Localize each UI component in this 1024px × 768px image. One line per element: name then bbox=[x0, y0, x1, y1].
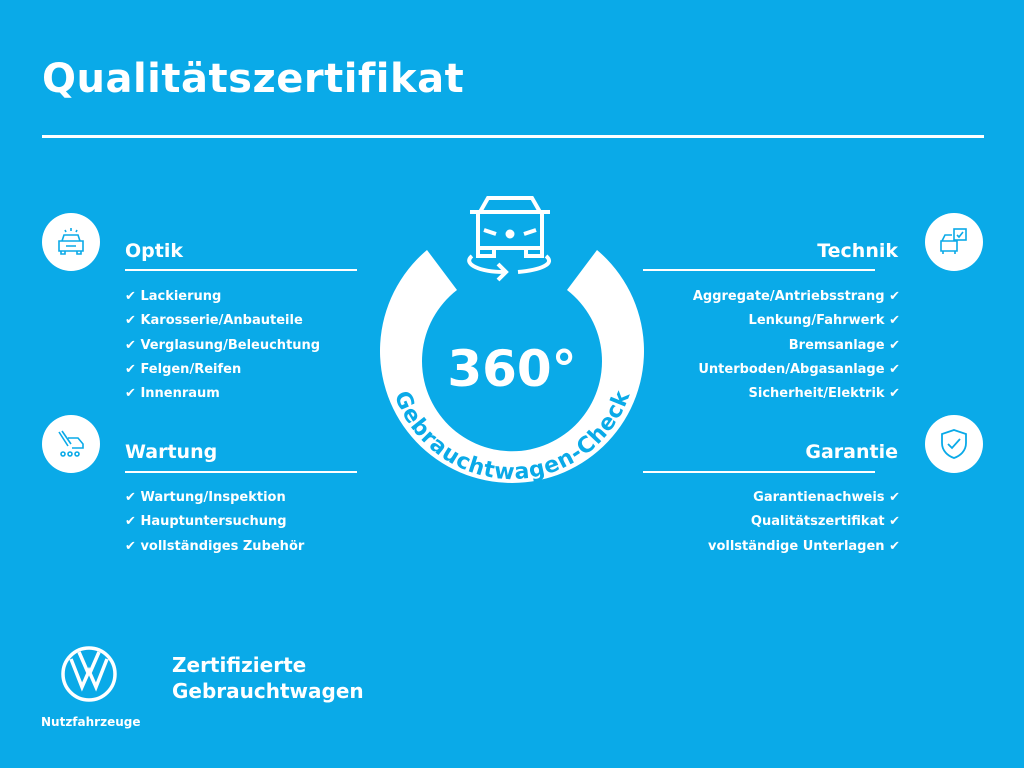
list-item: ✔ Felgen/Reifen bbox=[125, 361, 242, 377]
list-item: Aggregate/Antriebsstrang ✔ bbox=[692, 289, 900, 304]
divider bbox=[643, 269, 875, 271]
service-icon bbox=[42, 415, 100, 473]
technik-icon bbox=[925, 213, 983, 271]
wartung-list: ✔ Wartung/Inspektion ✔ Hauptuntersuchung… bbox=[125, 486, 304, 559]
divider bbox=[125, 269, 357, 271]
list-item: Qualitätszertifikat ✔ bbox=[750, 514, 900, 530]
vw-logo bbox=[61, 646, 117, 702]
logo-caption: Nutzfahrzeuge bbox=[41, 715, 141, 729]
list-item: Lenkung/Fahrwerk ✔ bbox=[748, 313, 900, 329]
list-item: ✔ Hauptuntersuchung bbox=[125, 514, 287, 530]
divider bbox=[125, 471, 357, 473]
garantie-list: Garantienachweis ✔ Qualitätszertifikat ✔… bbox=[708, 486, 900, 559]
list-item: ✔ Verglasung/Beleuchtung bbox=[125, 337, 321, 353]
list-item: Sicherheit/Elektrik ✔ bbox=[748, 386, 900, 402]
360-label: 360° bbox=[447, 340, 576, 398]
shield-check-icon bbox=[925, 415, 983, 473]
list-item: Unterboden/Abgasanlage ✔ bbox=[698, 361, 900, 377]
section-heading-garantie: Garantie bbox=[805, 441, 898, 463]
list-item: ✔ Wartung/Inspektion bbox=[125, 490, 286, 505]
list-item: ✔ vollständiges Zubehör bbox=[125, 538, 305, 554]
divider bbox=[42, 135, 984, 138]
list-item: ✔ Lackierung bbox=[125, 289, 222, 304]
technik-list: Aggregate/Antriebsstrang ✔ Lenkung/Fahrw… bbox=[693, 285, 900, 406]
list-item: Garantienachweis ✔ bbox=[753, 490, 900, 505]
page-title: Qualitätszertifikat bbox=[42, 56, 465, 102]
list-item: vollständige Unterlagen ✔ bbox=[707, 538, 900, 554]
divider bbox=[643, 471, 875, 473]
360-check-badge: 360° Gebrauchtwagen-Check bbox=[380, 250, 644, 485]
list-item: Bremsanlage ✔ bbox=[788, 337, 900, 353]
section-heading-optik: Optik bbox=[125, 240, 183, 262]
list-item: ✔ Innenraum bbox=[125, 386, 220, 402]
brand-text: Zertifizierte Gebrauchtwagen bbox=[172, 653, 364, 703]
car-paint-icon bbox=[42, 213, 100, 271]
section-heading-wartung: Wartung bbox=[125, 441, 218, 463]
ring-shape bbox=[380, 250, 644, 483]
section-heading-technik: Technik bbox=[817, 240, 898, 262]
car-rotate-icon bbox=[467, 196, 551, 282]
list-item: ✔ Karosserie/Anbauteile bbox=[125, 313, 303, 329]
optik-list: ✔ Lackierung ✔ Karosserie/Anbauteile ✔ V… bbox=[125, 285, 320, 406]
